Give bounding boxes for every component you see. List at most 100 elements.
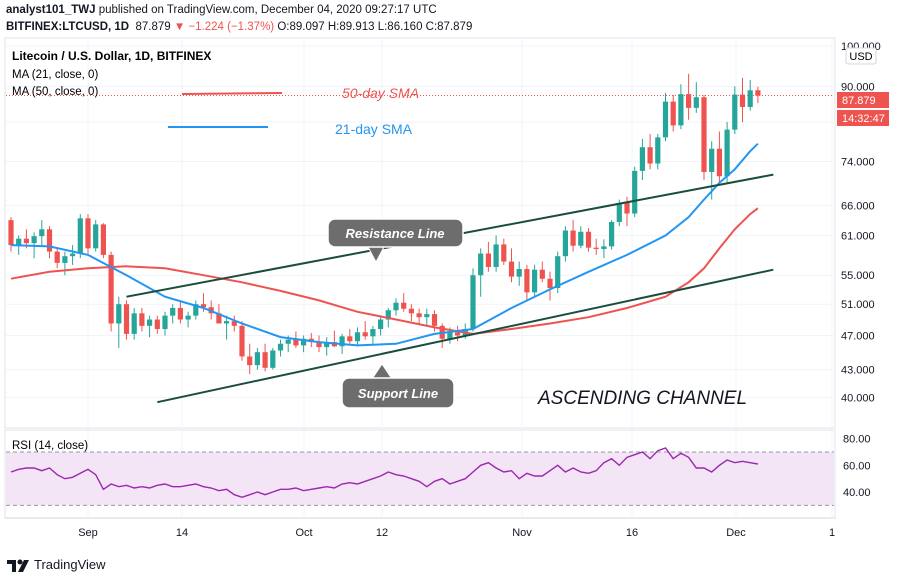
- candle: [493, 235, 499, 272]
- candle-body: [170, 307, 176, 316]
- candle: [686, 73, 692, 120]
- candle-body: [301, 338, 307, 346]
- candle-body: [485, 253, 491, 267]
- candle-body: [478, 253, 484, 276]
- candle: [747, 80, 753, 111]
- publish-info: analyst101_TWJ published on TradingView.…: [6, 4, 437, 16]
- candle-body: [693, 97, 699, 108]
- candle: [370, 325, 376, 345]
- candle-body: [455, 332, 461, 336]
- candle: [724, 122, 730, 183]
- tradingview-brand[interactable]: TradingView: [34, 557, 106, 572]
- candle-body: [616, 203, 622, 222]
- rsi-legend: RSI (14, close): [12, 440, 88, 452]
- candle: [70, 245, 76, 265]
- candle-body: [755, 90, 761, 96]
- candle: [362, 321, 368, 340]
- candle-body: [108, 254, 114, 324]
- footer: TradingView: [0, 554, 200, 578]
- candle-body: [347, 336, 353, 342]
- last-price: 87.879: [135, 21, 171, 33]
- candle-body: [100, 224, 106, 255]
- candle-body: [732, 94, 738, 130]
- channel-label: ASCENDING CHANNEL: [537, 388, 747, 409]
- candle: [424, 308, 430, 326]
- candle: [85, 214, 91, 255]
- candle-body: [686, 94, 692, 108]
- candle: [732, 86, 738, 134]
- candle: [647, 133, 653, 170]
- candle: [347, 329, 353, 344]
- candle-body: [116, 304, 122, 324]
- candle-body: [570, 230, 576, 246]
- candle: [532, 264, 538, 297]
- candle-body: [516, 269, 522, 277]
- candle-body: [293, 339, 299, 346]
- candle: [524, 264, 530, 301]
- symbol-info: BITFINEX:LTCUSD, 1D 87.879 ▼ −1.224 (−1.…: [6, 21, 472, 33]
- candle-body: [632, 170, 638, 214]
- tradingview-logo-icon[interactable]: [6, 556, 30, 574]
- candle-body: [739, 94, 746, 107]
- last-price-label: 87.879: [842, 95, 876, 107]
- candle: [455, 325, 461, 342]
- candle-body: [224, 321, 230, 324]
- candle: [632, 166, 638, 218]
- candle-body: [501, 244, 507, 262]
- candle-body: [639, 147, 645, 171]
- candle-body: [154, 319, 160, 330]
- support-line: [157, 268, 774, 404]
- candle: [501, 238, 507, 265]
- candle: [46, 226, 53, 259]
- sma50-annotation-line: [181, 92, 283, 95]
- candle: [231, 315, 237, 332]
- candle: [139, 307, 145, 332]
- ma21-legend: MA (21, close, 0): [12, 69, 98, 81]
- publish-text: published on TradingView.com, December 0…: [95, 4, 437, 16]
- time-tick-label: 12: [376, 527, 388, 539]
- grid: [6, 38, 834, 518]
- candle: [116, 296, 122, 348]
- price-tick-label: 66.000: [841, 200, 875, 212]
- time-tick-label: 16: [626, 527, 638, 539]
- support-callout-box: [341, 377, 455, 409]
- candle: [239, 321, 245, 361]
- candle: [224, 315, 230, 340]
- candle-body: [239, 325, 245, 357]
- candle-body: [31, 236, 37, 244]
- candle: [254, 347, 260, 370]
- candle-body: [601, 246, 607, 249]
- price-tick-label: 51.000: [841, 299, 875, 311]
- last-price-badge-box: [837, 92, 889, 108]
- candle: [170, 304, 176, 324]
- support-label: Support Line: [358, 386, 438, 401]
- candle: [485, 241, 491, 272]
- ohlc-values: O:89.097 H:89.913 L:86.160 C:87.879: [277, 21, 473, 33]
- candle-body: [609, 221, 615, 247]
- candle-body: [431, 314, 438, 326]
- candle-body: [416, 313, 422, 318]
- countdown-label: 14:32:47: [842, 113, 885, 125]
- candle-body: [678, 94, 684, 126]
- resistance-callout: Resistance Line: [327, 218, 464, 264]
- candle-body: [447, 332, 453, 339]
- time-axis[interactable]: Sep 14 Oct 12 Nov 16 Dec 1: [78, 527, 835, 539]
- candle-body: [408, 308, 414, 314]
- time-tick-label: Dec: [726, 527, 746, 539]
- candle-body: [147, 319, 153, 326]
- currency-badge[interactable]: USD: [845, 47, 877, 65]
- candle-body: [70, 253, 76, 257]
- candles: [8, 73, 761, 375]
- candle: [670, 95, 676, 132]
- candle: [393, 298, 399, 316]
- candle: [716, 131, 722, 183]
- candle: [39, 220, 45, 246]
- candle-body: [524, 269, 530, 293]
- time-tick-label: Oct: [295, 527, 312, 539]
- author-name[interactable]: analyst101_TWJ: [6, 4, 96, 16]
- candle-body: [655, 137, 661, 164]
- candle: [639, 138, 645, 181]
- rsi-axis[interactable]: 80.00 60.00 40.00: [843, 434, 871, 499]
- candle-body: [54, 251, 60, 263]
